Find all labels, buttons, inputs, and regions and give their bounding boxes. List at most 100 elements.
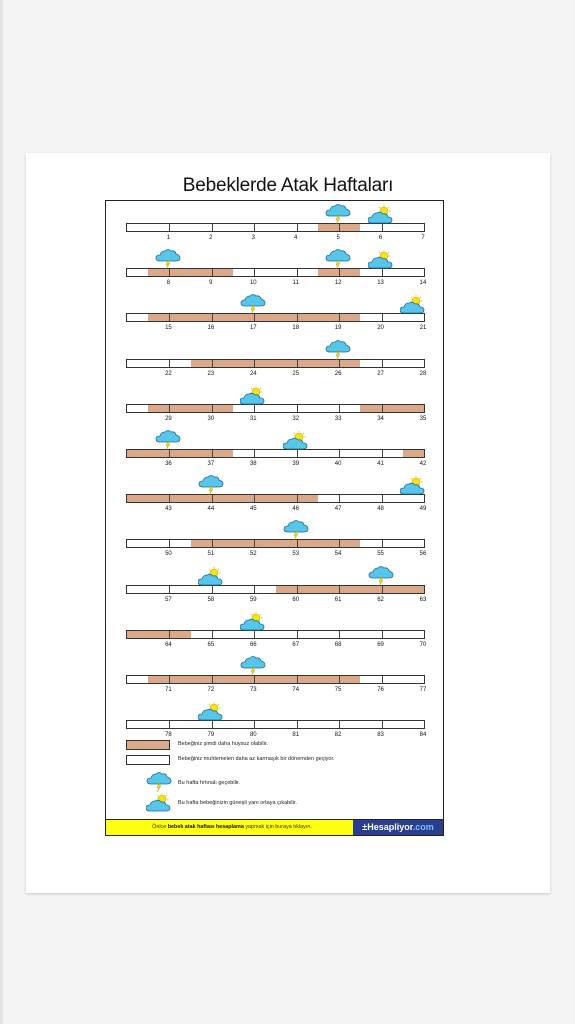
week-number: 32 (292, 415, 300, 422)
week-tick (211, 585, 213, 593)
fussy-period (317, 269, 361, 277)
week-number: 45 (249, 506, 257, 513)
footer-suffix: yapmak için buraya tıklayın. (243, 824, 312, 830)
footer-banner[interactable]: Önlce bebek atak haftası hesaplama yapma… (106, 819, 443, 835)
week-tick (296, 630, 298, 638)
week-number: 29 (165, 415, 172, 422)
week-row: 50 51 52 53 54 55 56 (126, 517, 426, 557)
week-number: 44 (207, 506, 215, 513)
week-bar (126, 358, 425, 368)
storm-cloud-icon (156, 430, 181, 451)
week-number: 60 (292, 596, 300, 603)
week-number: 58 (207, 596, 215, 603)
fussy-period (127, 630, 191, 638)
week-tick (211, 450, 213, 457)
viewer-edge (0, 0, 3, 1024)
week-tick (339, 404, 341, 412)
week-number: 48 (377, 506, 384, 513)
week-tick (169, 224, 171, 231)
week-number: 73 (249, 687, 257, 693)
storm-cloud-icon (240, 294, 266, 315)
week-tick (296, 450, 298, 457)
fussy-period (148, 314, 361, 322)
week-number: 62 (377, 596, 384, 603)
legend-learning-text: Bebeğiniz muhtemelen daha az karmaşık bi… (178, 756, 335, 762)
week-tick (339, 450, 341, 457)
week-number: 12 (334, 280, 342, 287)
week-tick (211, 314, 213, 322)
sun-cloud-icon (367, 205, 392, 224)
week-number: 24 (249, 370, 257, 377)
week-tick (381, 224, 383, 231)
sun-cloud-icon (197, 566, 223, 585)
week-bar (126, 584, 425, 594)
sun-cloud-icon (400, 295, 425, 314)
week-tick (339, 314, 341, 322)
week-number: 84 (419, 732, 427, 739)
week-bar (126, 629, 425, 639)
logo-main: Hesapliyor (367, 822, 413, 832)
week-number: 79 (207, 732, 215, 739)
week-number: 7 (421, 235, 425, 241)
week-tick (339, 721, 341, 729)
week-number: 49 (419, 506, 427, 513)
week-number: 61 (334, 596, 342, 603)
week-number: 50 (165, 551, 172, 558)
week-tick (339, 495, 341, 503)
week-tick (381, 585, 383, 593)
week-number: 6 (378, 235, 383, 241)
week-number: 41 (377, 461, 384, 467)
week-number: 83 (377, 732, 384, 739)
fussy-period (275, 585, 424, 593)
footer-prefix: Önlce (152, 824, 168, 830)
chart-frame: 1 2 3 4 5 6 7 8 9 10 11 12 13 14 15 16 17 18 19 20 21 22 23 24 2… (105, 200, 444, 836)
week-tick (339, 630, 341, 638)
week-number: 13 (377, 280, 384, 287)
week-tick (254, 540, 256, 548)
week-row: 29 30 31 32 33 34 35 (126, 382, 426, 422)
week-tick (381, 495, 383, 503)
week-tick (169, 450, 171, 457)
week-number: 20 (377, 325, 384, 332)
week-tick (169, 404, 171, 412)
week-number: 5 (336, 235, 340, 241)
week-row: 1 2 3 4 5 6 7 (126, 201, 425, 241)
week-tick (296, 314, 298, 322)
page-title: Bebeklerde Atak Haftaları (182, 175, 394, 196)
week-bar (126, 268, 425, 278)
week-number: 55 (377, 551, 384, 558)
week-tick (381, 450, 383, 457)
week-bar (126, 403, 425, 413)
week-tick (254, 630, 256, 638)
week-tick (296, 269, 298, 277)
legend-learning-swatch (126, 755, 170, 765)
week-tick (211, 359, 213, 367)
legend-fussy-text: Bebeğiniz şimdi daha huysuz olabilir. (178, 741, 268, 747)
week-number: 66 (249, 641, 257, 648)
week-row: 57 58 59 60 61 62 63 (126, 563, 426, 603)
week-row: 22 23 24 25 26 27 28 (126, 337, 426, 377)
week-number: 2 (209, 235, 213, 241)
footer-link-text[interactable]: Önlce bebek atak haftası hesaplama yapma… (112, 824, 352, 830)
week-tick (339, 540, 341, 548)
week-tick (211, 676, 213, 683)
sun-cloud-icon (400, 476, 425, 495)
hesapliyor-logo[interactable]: ±Hesapliyor.com (353, 820, 443, 835)
week-bar (126, 539, 425, 549)
week-tick (254, 314, 256, 322)
week-tick (296, 721, 298, 729)
week-number: 28 (419, 370, 427, 377)
week-number: 46 (292, 506, 300, 513)
week-bar (126, 223, 425, 232)
week-number: 37 (207, 461, 215, 467)
week-number: 4 (294, 235, 298, 241)
week-tick (254, 585, 256, 593)
sun-cloud-icon (240, 611, 265, 631)
week-tick (169, 269, 171, 277)
week-tick (381, 540, 383, 548)
storm-cloud-icon (325, 249, 351, 270)
week-row: 78 79 80 81 82 83 84 (126, 698, 426, 738)
week-number: 54 (334, 551, 342, 558)
week-tick (296, 359, 298, 367)
week-number: 82 (334, 732, 342, 739)
